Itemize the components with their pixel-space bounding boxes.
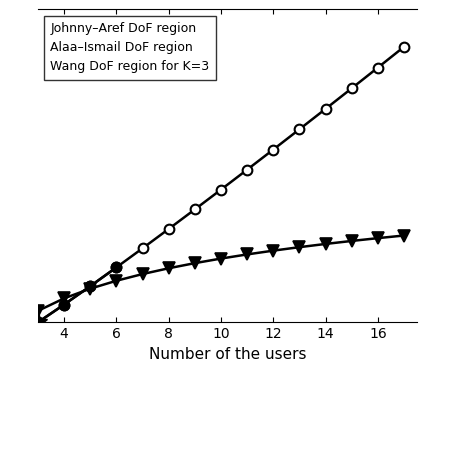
Legend: Johnny–Aref DoF region, Alaa–Ismail DoF region, Wang DoF region for K=3: Johnny–Aref DoF region, Alaa–Ismail DoF … bbox=[44, 16, 216, 80]
X-axis label: Number of the users: Number of the users bbox=[149, 347, 306, 362]
